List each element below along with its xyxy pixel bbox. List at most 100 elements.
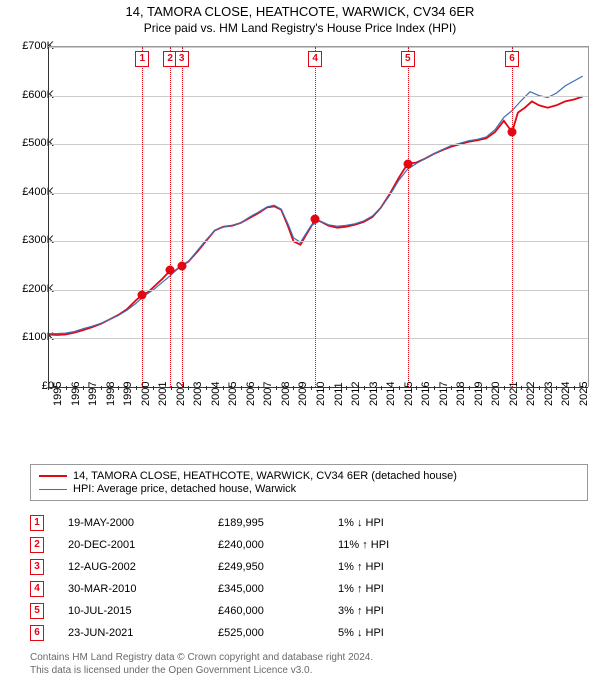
transaction-flag: 1 (30, 515, 44, 531)
marker-dot (311, 215, 320, 224)
x-tick-label: 2009 (297, 382, 309, 406)
x-tick (329, 386, 330, 390)
x-tick-label: 2008 (280, 382, 292, 406)
transaction-date: 19-MAY-2000 (68, 517, 218, 529)
x-tick-label: 2023 (543, 382, 555, 406)
transaction-delta: 3% ↑ HPI (338, 605, 458, 617)
transaction-flag: 5 (30, 603, 44, 619)
marker-dashed-line (142, 47, 143, 387)
x-tick (556, 386, 557, 390)
x-tick-label: 2001 (157, 382, 169, 406)
transaction-delta: 1% ↑ HPI (338, 583, 458, 595)
marker-dot (138, 290, 147, 299)
gridline-h (48, 96, 588, 97)
x-tick-label: 2015 (403, 382, 415, 406)
x-tick-label: 2012 (350, 382, 362, 406)
marker-dot (403, 159, 412, 168)
x-tick-label: 2017 (438, 382, 450, 406)
x-tick-label: 2013 (368, 382, 380, 406)
gridline-h (48, 338, 588, 339)
chart-area: £0£100K£200K£300K£400K£500K£600K£700K 12… (0, 46, 600, 426)
transaction-row: 4 30-MAR-2010£345,0001% ↑ HPI (30, 578, 570, 600)
marker-flag: 1 (135, 51, 149, 67)
x-tick-label: 2002 (175, 382, 187, 406)
transaction-date: 10-JUL-2015 (68, 605, 218, 617)
legend-swatch (39, 489, 67, 490)
transaction-row: 5 10-JUL-2015£460,0003% ↑ HPI (30, 600, 570, 622)
x-tick-label: 2006 (245, 382, 257, 406)
x-tick (364, 386, 365, 390)
marker-dashed-line (170, 47, 171, 387)
x-tick (539, 386, 540, 390)
gridline-h (48, 290, 588, 291)
transaction-price: £249,950 (218, 561, 338, 573)
x-tick (574, 386, 575, 390)
y-axis-line (48, 47, 49, 387)
transaction-flag: 2 (30, 537, 44, 553)
x-tick (206, 386, 207, 390)
transactions-table: 1 19-MAY-2000£189,9951% ↓ HPI 2 20-DEC-2001… (30, 512, 570, 644)
transaction-price: £345,000 (218, 583, 338, 595)
x-tick (486, 386, 487, 390)
footer-line-1: Contains HM Land Registry data © Crown c… (30, 652, 570, 665)
x-tick-label: 2016 (420, 382, 432, 406)
transaction-row: 623-JUN-2021£525,0005% ↓ HPI (30, 622, 570, 644)
x-tick-label: 2010 (315, 382, 327, 406)
transaction-date: 30-MAR-2010 (68, 583, 218, 595)
transaction-price: £460,000 (218, 605, 338, 617)
x-tick (66, 386, 67, 390)
chart-subtitle: Price paid vs. HM Land Registry's House … (0, 21, 600, 35)
transaction-row: 3 12-AUG-2002£249,9501% ↑ HPI (30, 556, 570, 578)
x-tick-label: 1995 (52, 382, 64, 406)
x-tick (223, 386, 224, 390)
x-tick-label: 2000 (140, 382, 152, 406)
transaction-row: 220-DEC-2001£240,00011% ↑ HPI (30, 534, 570, 556)
x-tick (469, 386, 470, 390)
x-tick-label: 2007 (262, 382, 274, 406)
x-tick (153, 386, 154, 390)
x-tick (188, 386, 189, 390)
x-tick (311, 386, 312, 390)
legend-item: 14, TAMORA CLOSE, HEATHCOTE, WARWICK, CV… (39, 470, 579, 482)
transaction-price: £189,995 (218, 517, 338, 529)
x-tick (346, 386, 347, 390)
x-tick-label: 2011 (333, 382, 345, 406)
x-tick-label: 2019 (473, 382, 485, 406)
transaction-delta: 1% ↑ HPI (338, 561, 458, 573)
legend-label: 14, TAMORA CLOSE, HEATHCOTE, WARWICK, CV… (73, 470, 457, 482)
gridline-h (48, 241, 588, 242)
x-tick (381, 386, 382, 390)
transaction-price: £525,000 (218, 627, 338, 639)
transaction-row: 1 19-MAY-2000£189,9951% ↓ HPI (30, 512, 570, 534)
x-tick (171, 386, 172, 390)
transaction-delta: 1% ↓ HPI (338, 517, 458, 529)
x-tick-label: 2021 (508, 382, 520, 406)
marker-dashed-line (182, 47, 183, 387)
legend-swatch (39, 475, 67, 477)
transaction-delta: 5% ↓ HPI (338, 627, 458, 639)
x-tick (258, 386, 259, 390)
transaction-flag: 3 (30, 559, 44, 575)
marker-dot (508, 128, 517, 137)
transaction-date: 12-AUG-2002 (68, 561, 218, 573)
x-tick-label: 2014 (385, 382, 397, 406)
transaction-flag: 6 (30, 625, 44, 641)
x-tick (434, 386, 435, 390)
x-tick-label: 2003 (192, 382, 204, 406)
transaction-flag: 4 (30, 581, 44, 597)
x-tick (241, 386, 242, 390)
gridline-h (48, 47, 588, 48)
transaction-date: 20-DEC-2001 (68, 539, 218, 551)
x-tick-label: 1997 (87, 382, 99, 406)
marker-dot (166, 266, 175, 275)
x-tick-label: 1998 (105, 382, 117, 406)
x-tick (136, 386, 137, 390)
marker-flag: 4 (308, 51, 322, 67)
x-tick-label: 2022 (525, 382, 537, 406)
x-tick (451, 386, 452, 390)
plot-region: 123456 (48, 46, 589, 387)
transaction-delta: 11% ↑ HPI (338, 539, 458, 551)
gridline-h (48, 193, 588, 194)
chart-title: 14, TAMORA CLOSE, HEATHCOTE, WARWICK, CV… (0, 4, 600, 19)
marker-dot (177, 261, 186, 270)
